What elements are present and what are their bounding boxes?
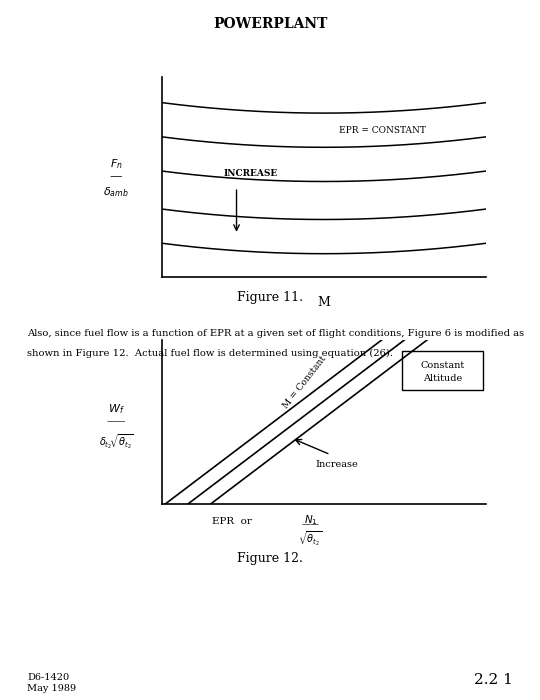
FancyBboxPatch shape: [402, 351, 483, 391]
Text: ——: ——: [301, 520, 320, 529]
Text: 2.2 1: 2.2 1: [474, 673, 513, 687]
Text: Also, since fuel flow is a function of EPR at a given set of flight conditions, : Also, since fuel flow is a function of E…: [27, 329, 524, 338]
Text: shown in Figure 12.  Actual fuel flow is determined using equation (26).: shown in Figure 12. Actual fuel flow is …: [27, 349, 393, 358]
Text: M: M: [318, 297, 330, 309]
Text: Figure 11.: Figure 11.: [237, 290, 303, 304]
Text: Altitude: Altitude: [423, 374, 462, 383]
Text: —: —: [110, 170, 123, 183]
Text: ——: ——: [106, 417, 126, 426]
Text: $\sqrt{\theta_{t_2}}$: $\sqrt{\theta_{t_2}}$: [299, 529, 322, 548]
Text: Constant: Constant: [420, 360, 464, 370]
Text: $N_1$: $N_1$: [303, 513, 318, 527]
Text: $W_f$: $W_f$: [108, 402, 124, 416]
Text: M = Constant: M = Constant: [281, 354, 328, 410]
Text: POWERPLANT: POWERPLANT: [213, 18, 327, 32]
Text: Figure 12.: Figure 12.: [237, 552, 303, 565]
Text: EPR  or: EPR or: [212, 517, 252, 526]
Text: Increase: Increase: [315, 460, 359, 468]
Text: D6-1420
May 1989: D6-1420 May 1989: [27, 673, 76, 693]
Text: $\delta_{t_2}\!\sqrt{\theta_{t_2}}$: $\delta_{t_2}\!\sqrt{\theta_{t_2}}$: [99, 432, 133, 451]
Text: EPR = CONSTANT: EPR = CONSTANT: [339, 126, 426, 134]
Text: $\delta_{amb}$: $\delta_{amb}$: [103, 186, 129, 199]
Text: $F_n$: $F_n$: [110, 158, 123, 171]
Text: INCREASE: INCREASE: [224, 169, 278, 178]
